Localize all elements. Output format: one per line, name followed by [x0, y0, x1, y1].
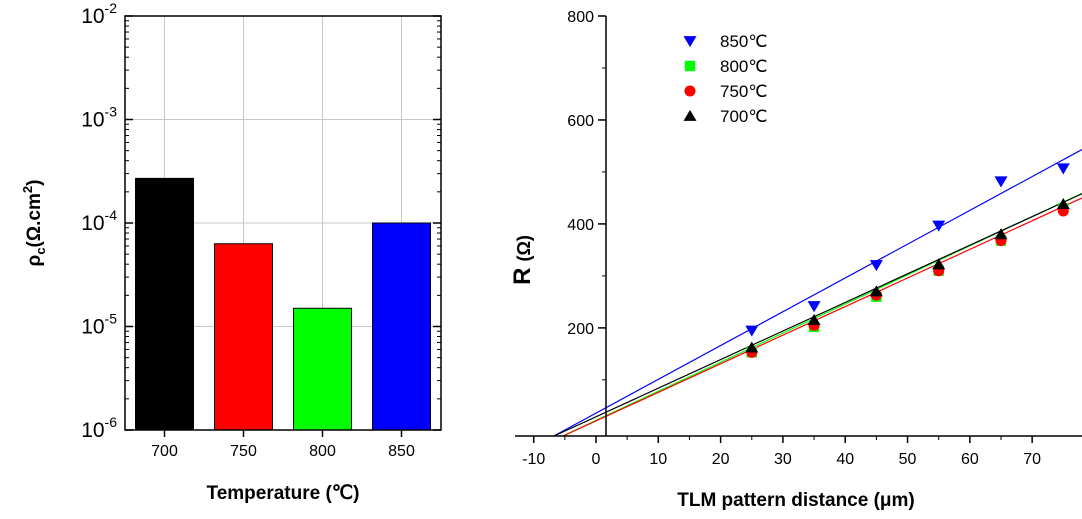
point-series-0: [869, 260, 883, 272]
scatter-x-ticks: -10 0 10 20 30 40 50 60 70: [522, 436, 1041, 468]
bars: [135, 177, 431, 431]
point-series-0: [807, 301, 821, 313]
bar-chart: 10-6 10-5 10-4 10-3 10-2 700 750 800 850 Temper…: [20, 0, 442, 504]
legend-marker-2: [684, 85, 696, 97]
y-tick-label: 600: [567, 113, 594, 130]
point-series-3: [869, 285, 883, 297]
x-tick-label: 40: [836, 451, 854, 468]
fit-lines: [553, 149, 1082, 437]
x-tick-label: 800: [309, 443, 336, 460]
x-tick-label: -10: [522, 451, 545, 468]
point-series-0: [745, 325, 759, 337]
y-tick-label: 400: [567, 217, 594, 234]
point-series-0: [1056, 163, 1070, 175]
bar-x-axis-label: Temperature (℃): [207, 483, 360, 504]
fit-line-0: [553, 149, 1082, 437]
x-tick-label: 0: [592, 451, 601, 468]
x-tick-label: 60: [961, 451, 979, 468]
legend-label: 700℃: [720, 107, 767, 126]
y-tick-label: 10-6: [81, 414, 117, 442]
scatter-y-axis-label: R(Ω): [509, 235, 536, 285]
legend: 850℃ 800℃ 750℃ 700℃: [683, 32, 767, 126]
point-series-3: [994, 228, 1008, 240]
legend-label: 750℃: [720, 82, 767, 101]
scatter-y-ticks: 200 400 600 800: [567, 9, 606, 381]
y-tick-label: 10-4: [81, 207, 117, 235]
x-tick-label: 70: [1023, 451, 1041, 468]
x-tick-label: 850: [388, 443, 415, 460]
point-series-3: [1056, 197, 1070, 210]
y-tick-label: 200: [567, 321, 594, 338]
scatter-x-axis-label: TLM pattern distance (μm): [677, 490, 915, 511]
point-series-3: [932, 258, 946, 270]
bar-x-ticks: 700 750 800 850: [151, 430, 415, 460]
point-series-0: [932, 220, 946, 232]
fit-line-3: [553, 193, 1082, 437]
x-tick-label: 20: [712, 451, 730, 468]
legend-marker-1: [684, 60, 696, 72]
bar-y-ticks: 10-6 10-5 10-4 10-3 10-2: [81, 0, 441, 442]
scatter-chart: -10 0 10 20 30 40 50 60 70 200 400 600 800 850℃ 800℃…: [509, 9, 1082, 511]
point-series-0: [994, 176, 1008, 188]
legend-label: 850℃: [720, 32, 767, 51]
y-tick-label: 10-2: [81, 0, 117, 28]
point-series-3: [745, 341, 759, 353]
bar-y-axis-label: ρc(Ω.cm2): [20, 180, 48, 267]
bar-850: [372, 222, 431, 431]
y-tick-label: 10-3: [81, 104, 117, 132]
legend-marker-0: [683, 36, 697, 48]
x-tick-label: 750: [230, 443, 257, 460]
data-points: [745, 163, 1070, 358]
x-tick-label: 30: [774, 451, 792, 468]
bar-750: [214, 243, 273, 431]
point-series-3: [807, 313, 821, 325]
y-tick-label: 800: [567, 9, 594, 26]
y-tick-label: 10-5: [81, 311, 117, 339]
legend-label: 800℃: [720, 57, 767, 76]
bar-800: [293, 307, 352, 431]
x-tick-label: 700: [151, 443, 178, 460]
bar-700: [135, 177, 194, 431]
legend-marker-3: [683, 109, 697, 121]
x-tick-label: 10: [649, 451, 667, 468]
x-tick-label: 50: [899, 451, 917, 468]
